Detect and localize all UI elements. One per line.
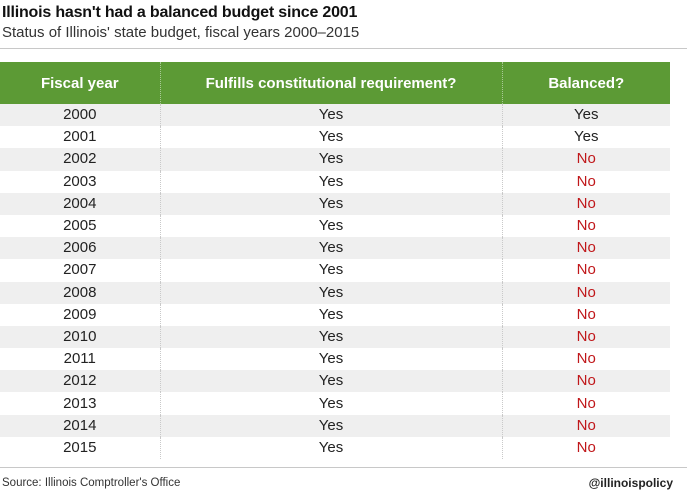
table-row: 2003 Yes No <box>0 170 670 193</box>
budget-table: Fiscal year Fulfills constitutional requ… <box>0 62 670 459</box>
cell-fiscal-year: 2009 <box>0 303 161 326</box>
cell-constitutional: Yes <box>160 325 503 349</box>
table-row: 2010 Yes No <box>0 325 670 349</box>
table-row: 2014 Yes No <box>0 414 670 437</box>
cell-constitutional: Yes <box>160 214 503 238</box>
table-row: 2011 Yes No <box>0 348 670 371</box>
cell-balanced: No <box>502 192 670 215</box>
cell-constitutional: Yes <box>160 148 503 171</box>
table-row: 2007 Yes No <box>0 259 670 282</box>
cell-constitutional: Yes <box>160 237 503 260</box>
cell-fiscal-year: 2001 <box>0 126 161 149</box>
table-row: 2012 Yes No <box>0 370 670 393</box>
cell-balanced: No <box>502 303 670 326</box>
table-row: 2005 Yes No <box>0 214 670 238</box>
cell-balanced: No <box>502 281 670 304</box>
cell-balanced: No <box>502 325 670 349</box>
cell-balanced: No <box>502 436 670 459</box>
cell-balanced: No <box>502 148 670 171</box>
cell-balanced: Yes <box>502 104 670 127</box>
cell-constitutional: Yes <box>160 414 503 437</box>
cell-constitutional: Yes <box>160 281 503 304</box>
cell-fiscal-year: 2010 <box>0 325 161 349</box>
cell-fiscal-year: 2013 <box>0 392 161 415</box>
cell-constitutional: Yes <box>160 104 503 127</box>
cell-balanced: No <box>502 370 670 393</box>
cell-constitutional: Yes <box>160 392 503 415</box>
cell-constitutional: Yes <box>160 348 503 371</box>
cell-fiscal-year: 2006 <box>0 237 161 260</box>
cell-fiscal-year: 2008 <box>0 281 161 304</box>
column-header-fiscal-year: Fiscal year <box>0 62 161 104</box>
cell-constitutional: Yes <box>160 370 503 393</box>
table-body: 2000 Yes Yes 2001 Yes Yes 2002 Yes No 2003 Yes No 20… <box>0 104 670 459</box>
table-row: 2004 Yes No <box>0 192 670 215</box>
cell-fiscal-year: 2014 <box>0 414 161 437</box>
table-row: 2001 Yes Yes <box>0 126 670 149</box>
cell-fiscal-year: 2003 <box>0 170 161 193</box>
cell-balanced: No <box>502 392 670 415</box>
cell-fiscal-year: 2015 <box>0 436 161 459</box>
table-row: 2008 Yes No <box>0 281 670 304</box>
cell-fiscal-year: 2004 <box>0 192 161 215</box>
cell-constitutional: Yes <box>160 303 503 326</box>
table-row: 2006 Yes No <box>0 237 670 260</box>
chart-title: Illinois hasn't had a balanced budget si… <box>2 4 358 21</box>
source-note: Source: Illinois Comptroller's Office <box>2 477 181 489</box>
table-row: 2013 Yes No <box>0 392 670 415</box>
cell-fiscal-year: 2000 <box>0 104 161 127</box>
cell-balanced: No <box>502 259 670 282</box>
cell-constitutional: Yes <box>160 192 503 215</box>
column-header-constitutional: Fulfills constitutional requirement? <box>160 62 503 104</box>
table-row: 2009 Yes No <box>0 303 670 326</box>
cell-constitutional: Yes <box>160 170 503 193</box>
cell-fiscal-year: 2005 <box>0 214 161 238</box>
cell-fiscal-year: 2002 <box>0 148 161 171</box>
cell-balanced: No <box>502 170 670 193</box>
cell-balanced: Yes <box>502 126 670 149</box>
bottom-divider <box>0 467 687 468</box>
chart-subtitle: Status of Illinois' state budget, fiscal… <box>2 24 360 41</box>
header-row: Fiscal year Fulfills constitutional requ… <box>0 62 670 104</box>
table-row: 2000 Yes Yes <box>0 104 670 127</box>
cell-balanced: No <box>502 348 670 371</box>
social-handle: @illinoispolicy <box>588 476 673 490</box>
cell-fiscal-year: 2007 <box>0 259 161 282</box>
column-header-balanced: Balanced? <box>502 62 670 104</box>
top-divider <box>0 48 687 49</box>
cell-balanced: No <box>502 214 670 238</box>
table-row: 2015 Yes No <box>0 436 670 459</box>
cell-fiscal-year: 2011 <box>0 348 161 371</box>
table-row: 2002 Yes No <box>0 148 670 171</box>
cell-balanced: No <box>502 414 670 437</box>
cell-fiscal-year: 2012 <box>0 370 161 393</box>
cell-constitutional: Yes <box>160 259 503 282</box>
cell-balanced: No <box>502 237 670 260</box>
cell-constitutional: Yes <box>160 436 503 459</box>
cell-constitutional: Yes <box>160 126 503 149</box>
